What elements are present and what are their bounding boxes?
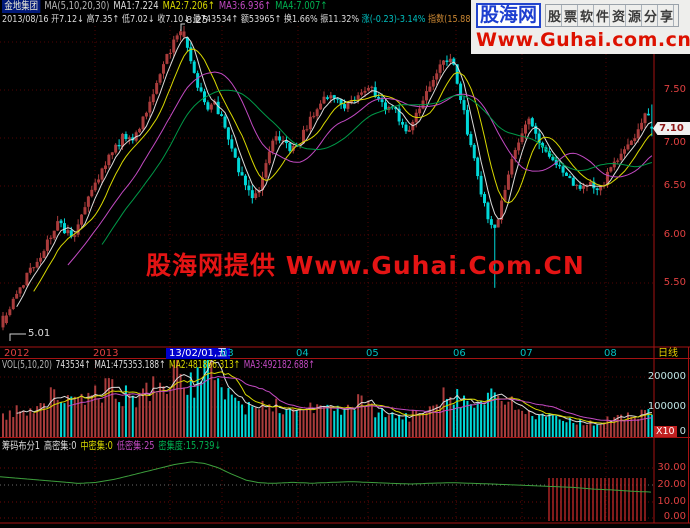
chip-header: 筹码布分1 高密集:0 中密集:0 低密集:25 密集度:15.739↓ bbox=[2, 440, 221, 453]
axis-month-04: 04 bbox=[296, 348, 309, 359]
close-value: 收7.10↓ bbox=[157, 14, 191, 25]
current-price-value: 7.10 bbox=[659, 122, 684, 134]
axis-month-08: 08 bbox=[604, 348, 617, 359]
volume-value: 量743534↑ bbox=[192, 14, 239, 25]
axis-month-05: 05 bbox=[366, 348, 379, 359]
ma4-value: MA4:7.007↑ bbox=[275, 0, 328, 12]
volume-bars bbox=[2, 360, 653, 437]
axis-month-03: 03 bbox=[221, 348, 234, 359]
volume-multiplier-badge: X10 bbox=[654, 426, 677, 437]
pane-borders bbox=[0, 23, 690, 524]
vol-title: VOL(5,10,20) bbox=[2, 359, 52, 371]
logo-url-link[interactable]: Www.Guhai.com.cn bbox=[476, 29, 690, 51]
chip-title: 筹码布分1 bbox=[2, 440, 40, 452]
amplitude-value: 振11.32% bbox=[320, 14, 360, 25]
ma-lines bbox=[16, 36, 653, 307]
title-bar: 金地集团 MA(5,10,20,30) MA1:7.224 MA2:7.206↑… bbox=[2, 0, 327, 13]
high-value: 高7.35↑ bbox=[86, 14, 120, 25]
price-tick-550: 5.50 bbox=[663, 277, 686, 288]
low-value: 低7.02↓ bbox=[121, 14, 155, 25]
vol-tick-200k: 200000 bbox=[647, 371, 686, 382]
quote-bar: 2013/08/16 开7.12↓ 高7.35↑ 低7.02↓ 收7.10↓ 量… bbox=[2, 13, 474, 26]
guhai-logo[interactable]: 股海网 股票软件资源分享 Www.Guhai.com.cn bbox=[471, 0, 690, 54]
logo-slogan: 股票软件资源分享 bbox=[545, 3, 680, 27]
amount-value: 额53965↑ bbox=[240, 14, 282, 25]
chip-tick-30: 30.00 bbox=[657, 462, 686, 473]
price-tick-750: 7.50 bbox=[663, 84, 686, 95]
vol-ma2: MA2:481866.313↑ bbox=[169, 359, 241, 371]
vol-ma1: MA1:475353.188↑ bbox=[94, 359, 166, 371]
open-value: 开7.12↓ bbox=[51, 14, 84, 25]
candlesticks bbox=[1, 26, 653, 331]
current-price-bubble: 7.10 bbox=[653, 122, 690, 135]
selected-date-label: 13/02/01,五 bbox=[166, 348, 231, 359]
chip-mid-density: 中密集:0 bbox=[80, 440, 113, 452]
quote-date: 2013/08/16 bbox=[2, 14, 49, 25]
turnover-value: 换1.66% bbox=[283, 14, 318, 25]
chip-high-density: 高密集:0 bbox=[43, 440, 77, 452]
volume-header: VOL(5,10,20) 743534↑ MA1:475353.188↑ MA2… bbox=[2, 359, 315, 372]
price-tick-650: 6.50 bbox=[663, 180, 686, 191]
axis-month-07: 07 bbox=[520, 348, 533, 359]
vol-ma3: MA3:492182.688↑ bbox=[243, 359, 315, 371]
chip-density-line bbox=[0, 461, 652, 493]
ma-settings-label: MA(5,10,20,30) bbox=[44, 0, 110, 12]
chip-density-value: 密集度:15.739↓ bbox=[158, 440, 222, 452]
price-tick-600: 6.00 bbox=[663, 229, 686, 240]
chip-tick-20: 20.00 bbox=[657, 479, 686, 490]
volume-ma-lines bbox=[16, 360, 652, 425]
chip-tick-0: 0.00 bbox=[663, 511, 686, 522]
axis-year-2013: 2013 bbox=[93, 348, 119, 359]
peak-price-label: 8.25 bbox=[186, 15, 209, 26]
trough-price-label: 5.01 bbox=[28, 328, 51, 339]
chip-tick-10: 10.00 bbox=[657, 496, 686, 507]
logo-site-name[interactable]: 股海网 bbox=[476, 2, 542, 28]
ma1-value: MA1:7.224 bbox=[113, 0, 159, 12]
stock-name[interactable]: 金地集团 bbox=[2, 0, 41, 13]
change-value: 涨(-0.23)-3.14% bbox=[361, 14, 426, 25]
logo-top-row: 股海网 股票软件资源分享 bbox=[476, 2, 690, 28]
axis-year-2012: 2012 bbox=[4, 348, 30, 359]
price-tick-700: 7.00 bbox=[663, 137, 686, 148]
period-selector[interactable]: 日线 bbox=[658, 348, 678, 359]
vol-tick-0: 0 bbox=[679, 426, 686, 437]
vol-tick-100k: 100000 bbox=[647, 401, 686, 412]
vol-value: 743534↑ bbox=[55, 359, 91, 371]
chip-low-density: 低密集:25 bbox=[116, 440, 155, 452]
ma3-value: MA3:6.936↑ bbox=[218, 0, 272, 12]
watermark-text: 股海网提供 Www.Guhai.Com.CN bbox=[146, 251, 585, 280]
index-value: 指数(15.88) bbox=[428, 14, 474, 25]
ma2-value: MA2:7.206↑ bbox=[162, 0, 215, 12]
axis-month-06: 06 bbox=[453, 348, 466, 359]
chip-comb-bars bbox=[548, 478, 646, 521]
